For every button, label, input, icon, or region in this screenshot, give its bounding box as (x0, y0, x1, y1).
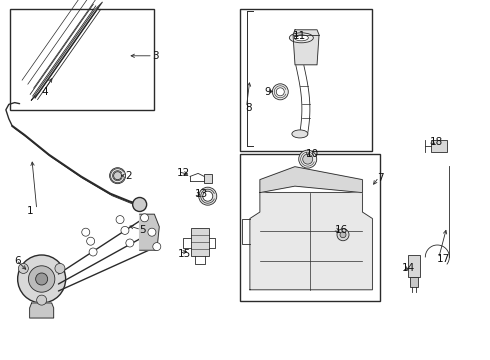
Circle shape (203, 191, 213, 201)
Text: 11: 11 (293, 31, 306, 41)
Circle shape (82, 228, 90, 236)
Polygon shape (293, 30, 319, 65)
Circle shape (114, 172, 122, 180)
Circle shape (276, 88, 284, 96)
Bar (191, 228, 209, 256)
Text: 17: 17 (437, 254, 450, 264)
Circle shape (126, 239, 134, 247)
Circle shape (37, 295, 47, 305)
Circle shape (199, 187, 217, 205)
Polygon shape (140, 214, 159, 250)
Bar (240, 154, 380, 301)
Text: 8: 8 (245, 103, 252, 113)
Bar (410, 277, 418, 287)
Bar (10, 9, 154, 110)
Circle shape (141, 214, 148, 222)
Ellipse shape (292, 130, 308, 138)
Text: 5: 5 (140, 225, 147, 235)
Circle shape (28, 266, 55, 292)
Circle shape (55, 264, 65, 274)
Text: 2: 2 (125, 171, 132, 181)
Circle shape (89, 248, 97, 256)
Text: 14: 14 (402, 263, 415, 273)
Circle shape (121, 226, 129, 234)
Circle shape (148, 228, 156, 236)
Bar (204, 174, 212, 183)
Bar (431, 140, 446, 152)
Circle shape (87, 237, 95, 245)
Text: 13: 13 (195, 189, 208, 199)
Ellipse shape (294, 35, 308, 41)
Circle shape (18, 264, 28, 274)
Text: 12: 12 (176, 168, 190, 178)
Text: 9: 9 (265, 87, 271, 97)
Circle shape (340, 232, 346, 238)
Polygon shape (30, 303, 53, 318)
Bar (408, 255, 420, 277)
Circle shape (110, 168, 125, 184)
Circle shape (303, 154, 313, 164)
Circle shape (272, 84, 288, 100)
Text: 15: 15 (177, 249, 191, 259)
Text: 3: 3 (152, 51, 159, 61)
Text: 18: 18 (430, 137, 443, 147)
Text: 16: 16 (335, 225, 348, 235)
Text: 1: 1 (27, 206, 34, 216)
Circle shape (133, 198, 147, 211)
Text: 4: 4 (42, 87, 49, 97)
Polygon shape (250, 193, 372, 290)
Ellipse shape (290, 33, 313, 43)
Circle shape (299, 150, 317, 168)
Circle shape (116, 216, 124, 224)
Text: 10: 10 (306, 149, 319, 159)
Polygon shape (31, 2, 102, 100)
Circle shape (337, 229, 349, 241)
Bar (240, 9, 372, 151)
Circle shape (18, 255, 66, 303)
Circle shape (36, 273, 48, 285)
Text: 6: 6 (15, 256, 22, 266)
Polygon shape (260, 167, 363, 193)
Circle shape (153, 243, 161, 251)
Text: 7: 7 (377, 173, 384, 183)
